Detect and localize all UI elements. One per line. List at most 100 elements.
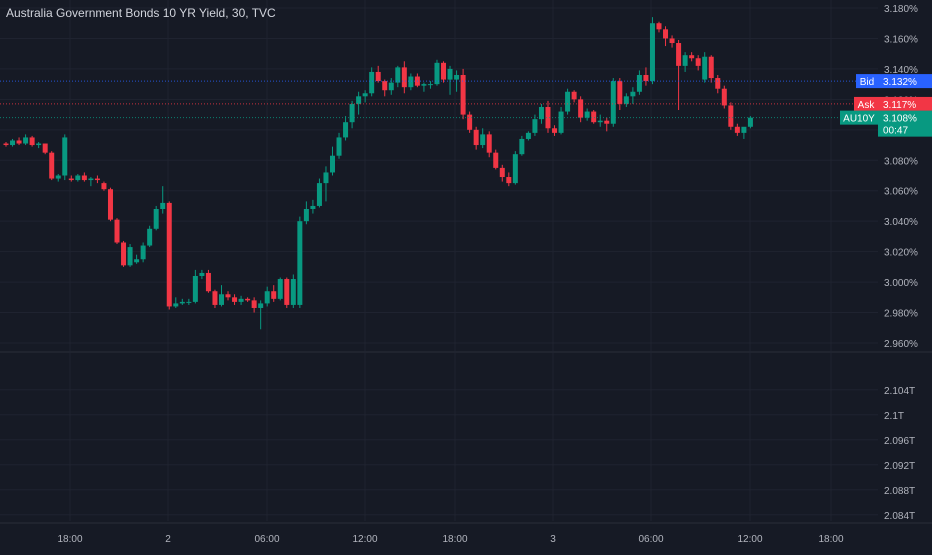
candle-body (284, 279, 290, 305)
candle-body (225, 294, 231, 298)
candle-body (29, 137, 35, 146)
candle-body (42, 143, 48, 153)
candle-body (584, 111, 590, 118)
candle-body (460, 75, 466, 115)
candle-body (81, 175, 87, 181)
candle-body (663, 29, 669, 39)
candle-body (591, 111, 597, 123)
candle-body (114, 219, 120, 243)
candle-body (734, 126, 740, 133)
time-tick-label: 18:00 (442, 534, 467, 545)
candle-body (316, 183, 322, 206)
time-tick-label: 06:00 (638, 534, 663, 545)
volume-tick-label: 2.104T (884, 386, 915, 397)
candle-body (238, 298, 244, 302)
last-name-label: AU10Y (843, 114, 875, 125)
bid-value-label: 3.132% (883, 77, 917, 88)
price-tick-label: 3.020% (884, 248, 918, 259)
candle-body (336, 137, 342, 156)
candle-body (512, 154, 518, 184)
candle-body (519, 138, 525, 155)
candle-body (205, 272, 211, 292)
bid-name-box (856, 74, 878, 89)
last-value-label: 3.108% (883, 114, 917, 125)
volume-tick-label: 2.092T (884, 461, 915, 472)
candle-body (10, 140, 16, 146)
last-name-box (840, 110, 878, 125)
time-tick-label: 18:00 (57, 534, 82, 545)
candle-body (421, 84, 427, 86)
ask-value-box (878, 96, 932, 111)
candle-body (290, 279, 296, 305)
candle-body (68, 178, 74, 181)
candle-body (604, 120, 610, 124)
time-tick-label: 12:00 (352, 534, 377, 545)
candle-body (3, 143, 9, 146)
price-tick-label: 2.980% (884, 309, 918, 320)
candle-body (62, 137, 68, 176)
bid-name-label: Bid (860, 77, 874, 88)
candle-body (643, 75, 649, 82)
candle-body (578, 99, 584, 118)
candle-body (251, 300, 257, 308)
candle-body (186, 301, 192, 303)
candle-body (362, 93, 368, 97)
candle-body (134, 259, 140, 263)
volume-tick-label: 2.096T (884, 436, 915, 447)
bid-value-box (878, 74, 932, 89)
candle-body (173, 303, 179, 307)
candle-body (382, 81, 388, 91)
candle-body (23, 137, 29, 144)
candle-body (499, 167, 505, 178)
candle-body (303, 209, 309, 222)
candle-body (454, 75, 460, 80)
time-tick-label: 3 (550, 534, 556, 545)
candle-body (676, 43, 682, 66)
candle-body (538, 106, 544, 120)
candle-body (486, 134, 492, 153)
price-tick-label: 3.000% (884, 278, 918, 289)
candle-body (728, 105, 734, 127)
candle-body (532, 119, 538, 133)
candle-body (310, 205, 316, 209)
candle-body (571, 91, 577, 100)
candle-body (702, 56, 708, 80)
price-tick-label: 3.040% (884, 217, 918, 228)
candle-body (199, 272, 205, 276)
candle-body (49, 152, 55, 179)
candle-body (271, 291, 277, 299)
candle-body (708, 56, 714, 79)
candle-body (212, 291, 218, 305)
candle-body (441, 62, 447, 80)
candle-body (343, 122, 349, 138)
candle-body (101, 183, 107, 190)
ask-name-label: Ask (858, 100, 876, 111)
candle-body (473, 129, 479, 146)
candle-body (127, 247, 133, 266)
price-tick-label: 2.960% (884, 339, 918, 350)
candle-body (623, 96, 629, 104)
candle-body (682, 55, 688, 66)
candle-body (545, 106, 551, 129)
candle-body (160, 202, 166, 209)
candle-body (525, 132, 531, 139)
candle-body (617, 81, 623, 104)
volume-tick-label: 2.1T (884, 411, 904, 422)
candle-body (401, 67, 407, 88)
candle-body (721, 88, 727, 106)
candle-body (349, 103, 355, 123)
candle-body (552, 128, 558, 133)
candle-body (55, 175, 61, 179)
candle-body (565, 91, 571, 112)
candle-body (179, 301, 185, 304)
candle-body (375, 71, 381, 82)
time-tick-label: 2 (165, 534, 171, 545)
candle-body (245, 298, 251, 301)
candle-body (558, 111, 564, 133)
ask-value-label: 3.117% (883, 100, 916, 111)
candle-body (88, 178, 94, 181)
last-value-box (878, 110, 932, 137)
price-tick-label: 3.060% (884, 187, 918, 198)
